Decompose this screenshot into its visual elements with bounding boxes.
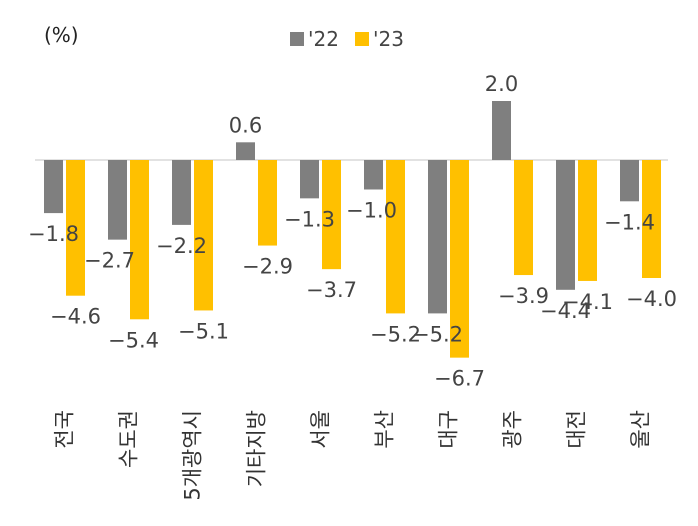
bar-23-2 bbox=[194, 160, 213, 311]
bar-23-7 bbox=[514, 160, 533, 276]
bar-23-6 bbox=[450, 160, 469, 358]
value-label-22-3: 0.6 bbox=[229, 113, 262, 137]
bar-22-3 bbox=[236, 142, 255, 160]
value-label-22-7: 2.0 bbox=[485, 72, 518, 96]
value-label-23-0: −4.6 bbox=[50, 305, 101, 329]
category-label-5: 부산 bbox=[373, 410, 397, 449]
category-label-3: 기타지방 bbox=[245, 410, 269, 487]
bars bbox=[44, 101, 661, 358]
value-label-22-4: −1.3 bbox=[284, 207, 335, 231]
bar-23-0 bbox=[66, 160, 85, 296]
value-label-22-2: −2.2 bbox=[156, 234, 207, 258]
category-labels: 전국 수도권 5개광역시 기타지방 서울 부산 대구 광주 대전 울산 bbox=[53, 410, 653, 501]
bar-23-5 bbox=[386, 160, 405, 314]
category-label-2: 5개광역시 bbox=[181, 410, 205, 501]
value-label-23-6: −6.7 bbox=[434, 367, 485, 391]
value-label-23-1: −5.4 bbox=[108, 328, 159, 352]
bar-23-8 bbox=[578, 160, 597, 281]
bar-22-1 bbox=[108, 160, 127, 240]
bar-22-6 bbox=[428, 160, 447, 314]
value-label-23-5: −5.2 bbox=[370, 322, 421, 346]
value-label-22-8: −4.4 bbox=[540, 299, 591, 323]
legend-label-23: '23 bbox=[373, 27, 404, 51]
bar-22-5 bbox=[364, 160, 383, 190]
bar-23-3 bbox=[258, 160, 277, 246]
value-label-23-9: −4.0 bbox=[626, 287, 677, 311]
value-label-22-1: −2.7 bbox=[84, 249, 135, 273]
unit-label: (%) bbox=[44, 23, 79, 47]
legend-swatch-22 bbox=[290, 32, 304, 46]
category-label-6: 대구 bbox=[437, 410, 461, 449]
legend-label-22: '22 bbox=[308, 27, 339, 51]
bar-23-4 bbox=[322, 160, 341, 270]
legend-swatch-23 bbox=[355, 32, 369, 46]
value-label-22-6: −5.2 bbox=[412, 322, 463, 346]
bar-22-2 bbox=[172, 160, 191, 225]
bar-22-7 bbox=[492, 101, 511, 160]
value-label-23-3: −2.9 bbox=[242, 255, 293, 279]
bar-22-0 bbox=[44, 160, 63, 214]
category-label-4: 서울 bbox=[309, 410, 333, 449]
category-label-0: 전국 bbox=[53, 410, 77, 449]
category-label-8: 대전 bbox=[565, 410, 589, 449]
value-label-22-9: −1.4 bbox=[604, 210, 655, 234]
value-label-23-7: −3.9 bbox=[498, 284, 549, 308]
bar-23-1 bbox=[130, 160, 149, 320]
bar-23-9 bbox=[642, 160, 661, 278]
bar-22-4 bbox=[300, 160, 319, 199]
category-label-1: 수도권 bbox=[117, 410, 141, 468]
category-label-9: 울산 bbox=[629, 410, 653, 449]
bar-22-9 bbox=[620, 160, 639, 202]
value-label-23-2: −5.1 bbox=[178, 319, 229, 343]
category-label-7: 광주 bbox=[501, 410, 525, 449]
legend: '22 '23 bbox=[290, 27, 404, 51]
value-label-23-8: −4.1 bbox=[562, 290, 613, 314]
bar-22-8 bbox=[556, 160, 575, 290]
value-label-23-4: −3.7 bbox=[306, 278, 357, 302]
value-labels: −1.8−4.6−2.7−5.4−2.2−5.10.6−2.9−1.3−3.7−… bbox=[28, 72, 677, 391]
value-label-22-5: −1.0 bbox=[346, 199, 397, 223]
value-label-22-0: −1.8 bbox=[28, 222, 79, 246]
